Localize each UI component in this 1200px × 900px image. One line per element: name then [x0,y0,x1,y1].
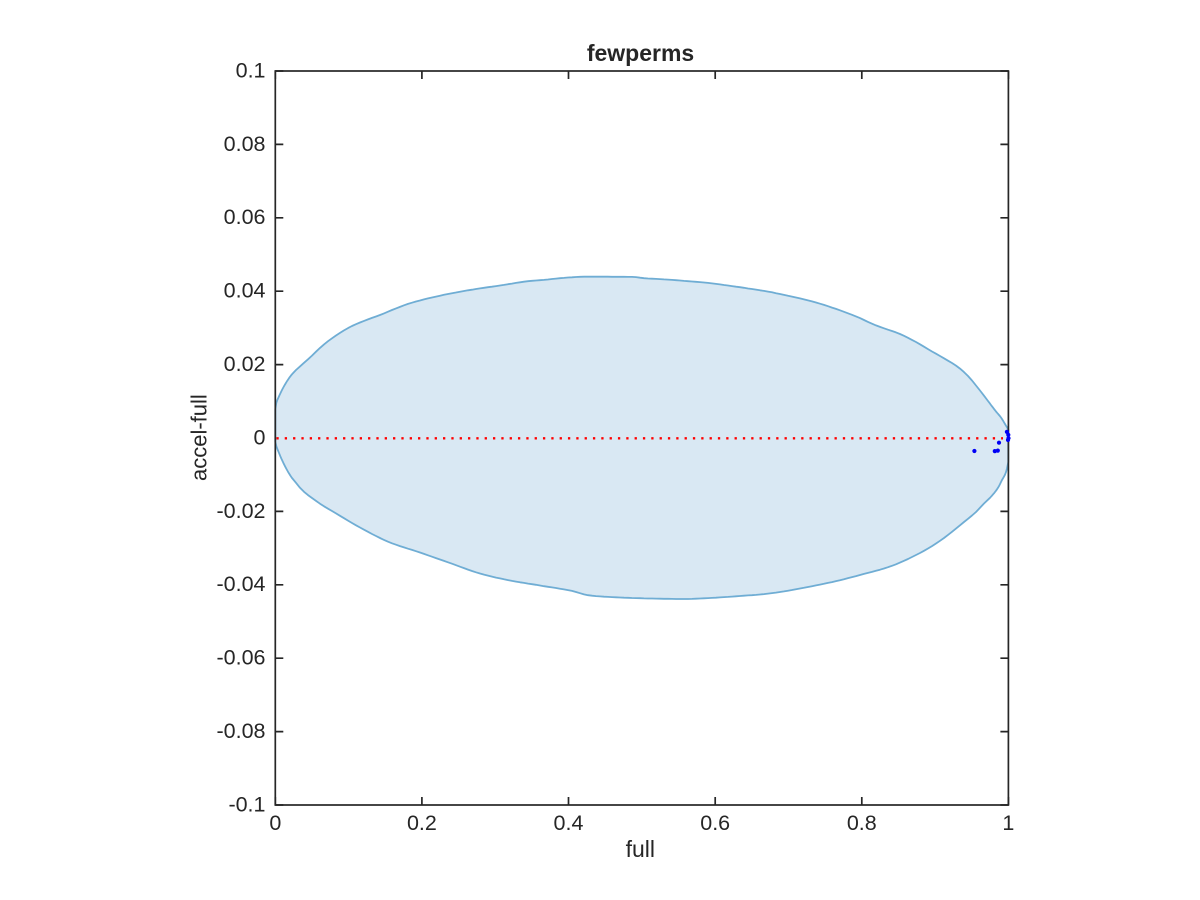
svg-text:0.04: 0.04 [224,279,266,303]
svg-text:-0.1: -0.1 [228,792,265,816]
svg-text:full: full [626,836,655,862]
svg-text:0.4: 0.4 [554,811,584,835]
svg-text:accel-full: accel-full [187,394,212,481]
svg-text:0.06: 0.06 [224,205,266,229]
svg-text:0.6: 0.6 [700,811,730,835]
svg-text:0.8: 0.8 [847,811,877,835]
svg-text:-0.06: -0.06 [216,646,265,670]
svg-text:-0.04: -0.04 [216,572,265,596]
svg-text:0.1: 0.1 [236,58,266,82]
svg-text:0.02: 0.02 [224,352,266,376]
svg-text:0.2: 0.2 [407,811,437,835]
svg-text:1: 1 [1002,811,1014,835]
svg-text:0: 0 [254,425,266,449]
svg-text:-0.08: -0.08 [216,719,265,743]
svg-text:0.08: 0.08 [224,132,266,156]
svg-text:0: 0 [269,811,281,835]
svg-text:fewperms: fewperms [587,40,694,66]
svg-text:-0.02: -0.02 [216,499,265,523]
